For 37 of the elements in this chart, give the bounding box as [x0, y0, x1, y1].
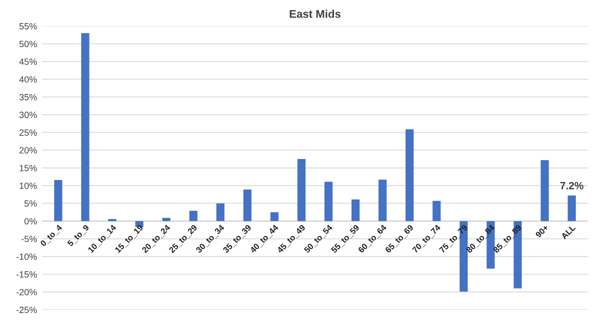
bar — [324, 182, 333, 222]
bar — [568, 196, 576, 222]
y-tick-label: -25% — [16, 306, 37, 314]
y-tick-label: -5% — [21, 236, 37, 242]
bar — [108, 218, 116, 222]
x-tick-label: 90+ — [535, 224, 549, 238]
y-tick-label: 10% — [20, 182, 37, 189]
bar — [189, 210, 198, 222]
chart-title: East Mids — [290, 10, 340, 18]
y-tick-label: 45% — [19, 58, 37, 65]
bar — [162, 218, 170, 222]
y-tick-label: 15% — [20, 164, 37, 172]
bar — [378, 180, 387, 222]
bar — [351, 199, 360, 222]
bar — [297, 159, 306, 222]
y-tick-label: -15% — [16, 271, 37, 278]
y-tick-label: 30% — [19, 112, 37, 118]
y-tick-label: -20% — [16, 288, 37, 296]
bar — [216, 203, 224, 222]
x-tick-label: ALL — [560, 224, 576, 240]
y-tick-label: 50% — [19, 40, 37, 48]
y-tick-label: 35% — [19, 94, 37, 100]
y-tick-label: 5% — [24, 200, 37, 207]
bar — [54, 180, 62, 222]
bar — [432, 200, 441, 222]
y-tick-label: 40% — [19, 76, 37, 83]
bar — [540, 160, 549, 222]
y-tick-label: 0% — [24, 218, 37, 224]
y-tick-label: 55% — [19, 23, 37, 30]
bar — [81, 33, 90, 222]
data-label: 7.2% — [560, 182, 584, 190]
y-tick-label: 20% — [20, 147, 37, 154]
y-tick-label: 25% — [20, 129, 37, 136]
y-tick-label: -10% — [16, 253, 37, 260]
bar — [406, 129, 414, 222]
bar — [243, 190, 252, 222]
bar — [270, 212, 279, 222]
